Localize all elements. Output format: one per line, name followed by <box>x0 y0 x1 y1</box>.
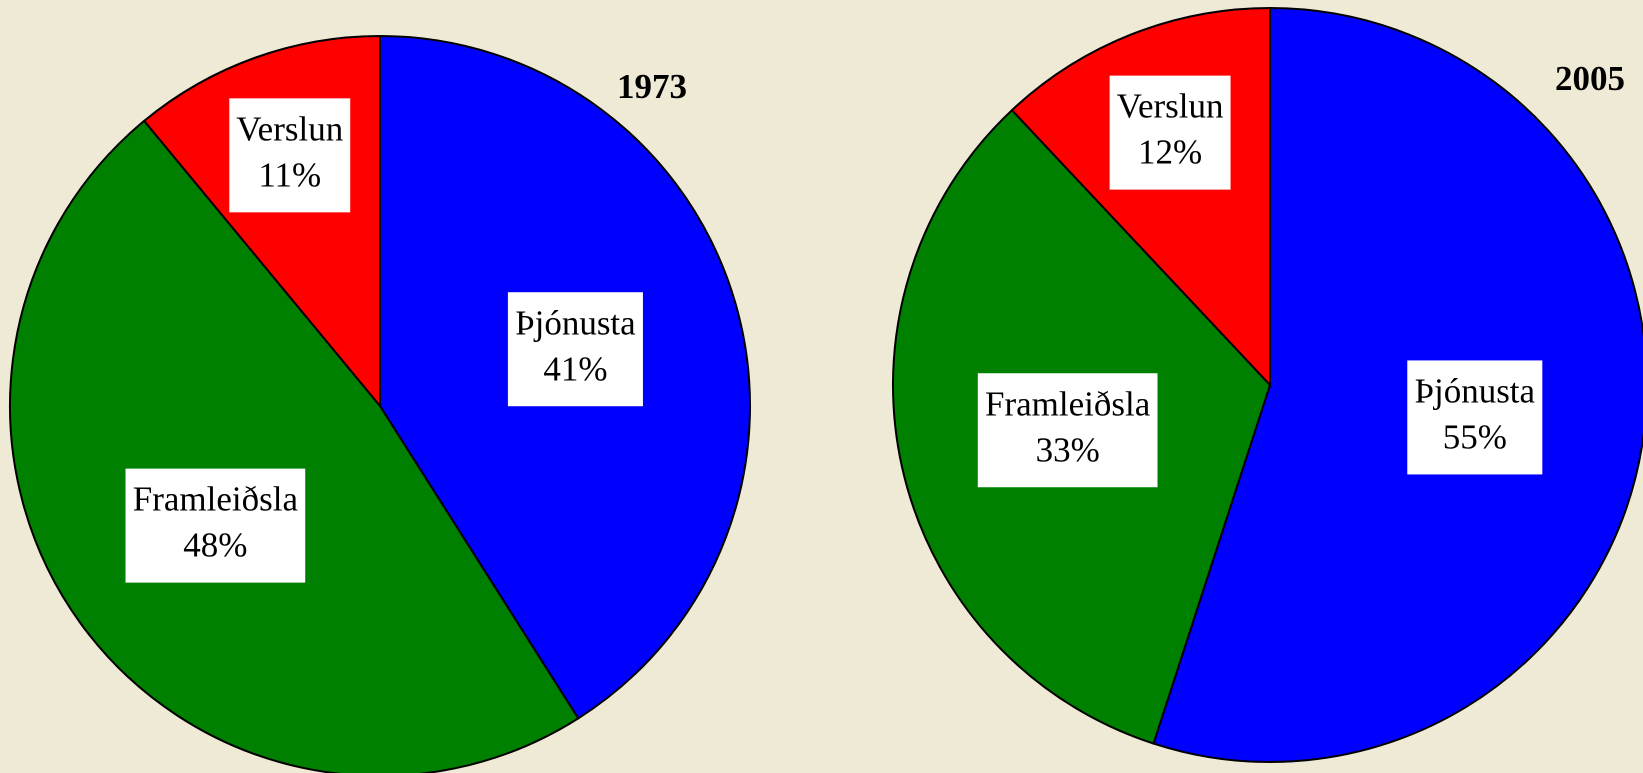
label-box <box>125 468 306 583</box>
label-box <box>1407 360 1543 475</box>
slice-label: Þjónusta 41% <box>507 292 643 407</box>
slice-name: Verslun <box>236 109 343 148</box>
chart-title: 2005 <box>1555 59 1625 98</box>
slice-label: Þjónusta 55% <box>1407 360 1543 475</box>
slice-value: 33% <box>1036 430 1100 469</box>
slice-name: Framleiðsla <box>133 480 299 519</box>
label-box <box>229 98 351 213</box>
slice-name: Þjónusta <box>515 303 636 342</box>
label-box <box>507 292 643 407</box>
chart-title: 1973 <box>617 67 687 106</box>
slice-value: 41% <box>543 349 607 388</box>
slice-label: Verslun 12% <box>1109 75 1231 190</box>
slice-value: 11% <box>258 155 321 194</box>
pie-slice <box>9 119 580 773</box>
slice-name: Þjónusta <box>1415 371 1536 410</box>
label-box <box>977 373 1158 488</box>
slice-label: Framleiðsla 33% <box>977 373 1158 488</box>
slice-value: 48% <box>183 526 247 565</box>
label-box <box>1109 75 1231 190</box>
slice-label: Verslun 11% <box>229 98 351 213</box>
slice-name: Verslun <box>1117 87 1224 126</box>
slice-value: 55% <box>1443 417 1507 456</box>
pie-slice <box>1152 6 1643 763</box>
slice-value: 12% <box>1138 133 1202 172</box>
slice-label: Framleiðsla 48% <box>125 468 306 583</box>
slice-name: Framleiðsla <box>985 384 1151 423</box>
